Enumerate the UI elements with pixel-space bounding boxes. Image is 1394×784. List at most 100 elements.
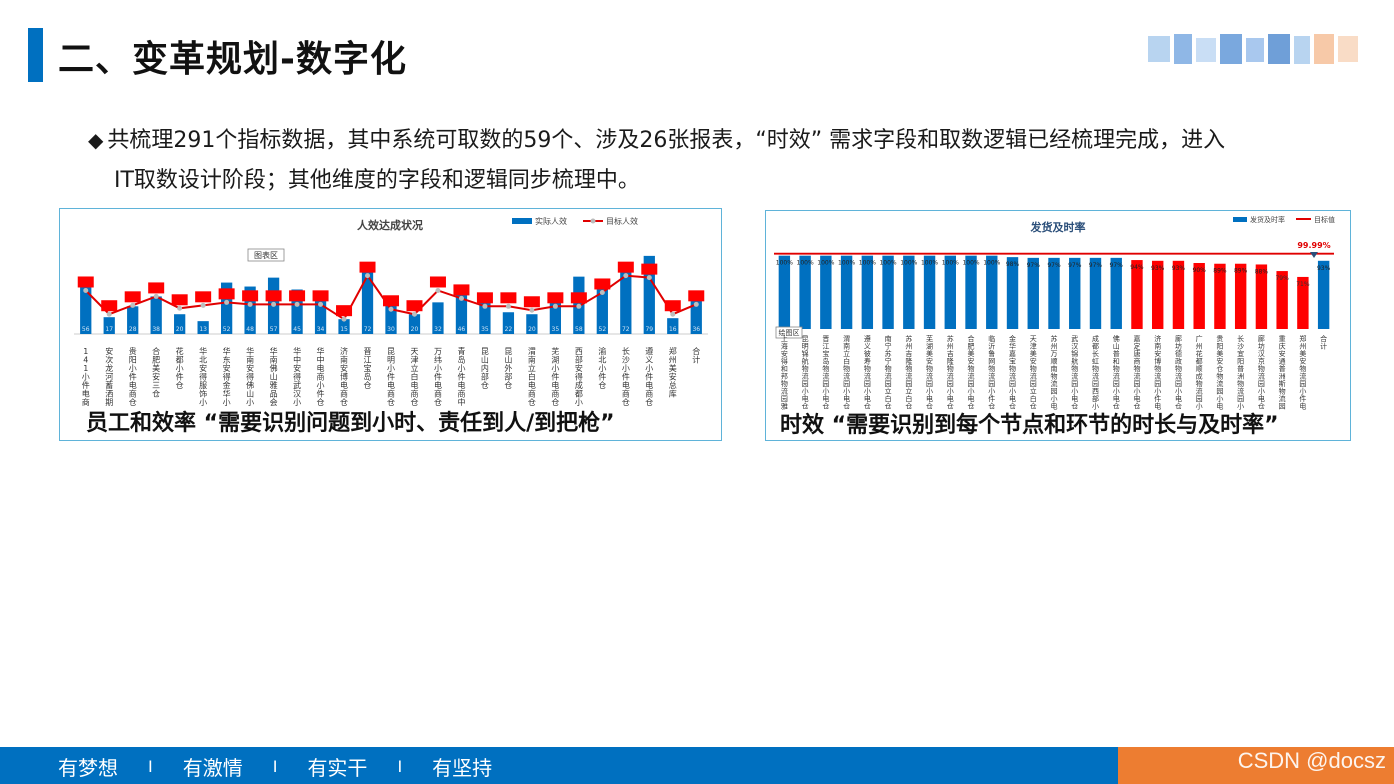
category-label: 昆明锦航物流园小电仓	[802, 335, 809, 411]
bar-actual	[244, 286, 256, 334]
target-value-box	[664, 300, 681, 312]
legend-label-target: 目标人效	[606, 216, 638, 226]
bar-value-label: 16	[669, 326, 677, 333]
bar-value-label: 28	[129, 326, 137, 333]
category-label: 天津美安物流园立白仓	[1030, 335, 1037, 411]
bar-rate	[778, 255, 791, 329]
bar-value-label: 34	[317, 326, 325, 333]
bar-rate	[1027, 257, 1039, 329]
target-point	[552, 303, 558, 309]
footer-separator: I	[148, 757, 153, 776]
bar-value-label: 52	[599, 326, 607, 333]
bar-data-label: 100%	[797, 260, 814, 267]
target-value-box	[359, 261, 376, 273]
bar-actual	[103, 317, 115, 334]
bar-value-label: 20	[411, 326, 419, 333]
bar-value-label: 13	[199, 326, 207, 333]
bar-data-label: 100%	[817, 260, 834, 267]
target-value-box	[523, 296, 540, 308]
bar-data-label: 97%	[1068, 262, 1082, 269]
target-point	[271, 301, 277, 307]
bar-rate	[1193, 263, 1205, 329]
target-value-box	[218, 288, 235, 300]
category-label: 佛山普和物流园小电仓	[1113, 334, 1120, 411]
company-logo	[1148, 34, 1358, 64]
target-point	[623, 273, 629, 279]
target-point	[411, 311, 417, 317]
bar-actual	[667, 318, 679, 334]
bar-actual	[197, 321, 209, 334]
bar-rate	[1131, 260, 1143, 329]
category-label: 芜湖小件电商仓	[551, 346, 559, 407]
target-value-box	[406, 300, 423, 312]
bar-value-label: 58	[575, 326, 583, 333]
target-value-box	[171, 294, 188, 306]
bar-data-label: 100%	[859, 260, 876, 267]
legend-swatch-actual	[512, 218, 532, 224]
bullet-paragraph: ◆ 共梳理291个指标数据，其中系统可取数的59个、涉及26张报表，“时效” 需求…	[88, 120, 1328, 201]
target-value-box	[547, 292, 564, 304]
bar-actual	[596, 282, 608, 334]
target-value-box	[289, 290, 306, 302]
target-value-box	[429, 276, 446, 288]
bar-data-label: 100%	[942, 260, 959, 267]
bar-data-label: 100%	[879, 260, 896, 267]
bar-rate	[861, 255, 874, 329]
target-value-box	[265, 290, 282, 302]
target-value-box	[77, 276, 94, 288]
legend-label-target: 目标值	[1314, 215, 1335, 224]
bar-actual	[127, 306, 139, 334]
bar-actual	[80, 278, 92, 334]
bar-data-label: 100%	[776, 260, 793, 267]
legend-label-rate: 发货及时率	[1250, 215, 1285, 224]
category-label: 廊坊汉京物流园小电仓	[1258, 334, 1265, 411]
bar-data-label: 93%	[1317, 265, 1331, 272]
bar-data-label: 93%	[1172, 265, 1186, 272]
target-value-box	[195, 291, 212, 303]
category-label: 芜湖美安物流园小电仓	[926, 334, 933, 411]
bar-value-label: 48	[246, 326, 254, 333]
target-point	[599, 289, 605, 295]
category-label: 渝北小件仓	[598, 346, 606, 390]
target-point	[529, 307, 535, 313]
category-label: 金华嘉宝物流园小电仓	[1009, 334, 1016, 411]
footer-slogans: 有梦想 I 有激情 I 有实干 I 有坚持	[58, 752, 492, 781]
category-label: 华中安得武汉小	[293, 346, 301, 407]
target-value-box	[148, 282, 165, 294]
bar-rate	[944, 255, 956, 329]
target-value-box	[453, 284, 470, 296]
bar-actual	[479, 299, 491, 334]
target-point	[435, 287, 441, 293]
category-label: 重庆安通普洲斯物流园	[1279, 335, 1286, 411]
bar-rate	[1297, 276, 1309, 329]
target-value-box	[101, 300, 118, 312]
bar-rate	[1110, 257, 1122, 329]
target-value-box	[336, 305, 353, 317]
bar-value-label: 79	[645, 326, 653, 333]
category-label: 成都长虹物流园西部小	[1092, 334, 1099, 411]
category-label: 长沙宜阳普洲物流园小	[1237, 334, 1244, 411]
bar-actual	[643, 255, 655, 334]
target-point	[130, 302, 136, 308]
bar-value-label: 57	[270, 326, 278, 333]
bar-value-label: 36	[692, 326, 700, 333]
target-point	[247, 301, 253, 307]
category-label: 苏州吉隆物流园小电仓	[947, 334, 954, 411]
category-label: 1 4 1 小件电商	[82, 347, 90, 407]
bar-value-label: 56	[82, 326, 90, 333]
bar-data-label: 100%	[983, 260, 1000, 267]
bar-data-label: 97%	[1089, 262, 1103, 269]
title-accent-bar	[28, 28, 43, 82]
category-label: 郑州美安物流园小件电	[1299, 335, 1306, 411]
category-label: 昆山内部仓	[481, 347, 489, 390]
category-label: 晋江宝岛物流园小电仓	[822, 335, 829, 411]
bar-data-label: 97%	[1047, 262, 1061, 269]
footer-accent	[1118, 747, 1394, 784]
bar-data-label: 88%	[1255, 268, 1269, 275]
bar-actual	[502, 312, 515, 334]
bar-actual	[385, 304, 397, 334]
category-label: 昆明小件电商仓	[387, 347, 395, 407]
bar-value-label: 45	[293, 326, 301, 333]
target-point	[482, 303, 488, 309]
